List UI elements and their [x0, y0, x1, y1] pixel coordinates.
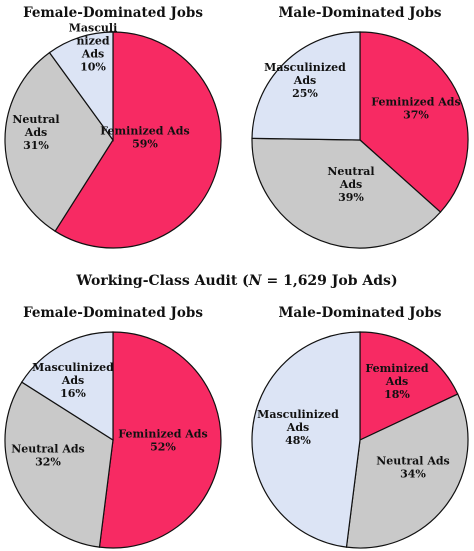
slice-label-line: Neutral Ads	[11, 443, 84, 456]
slice-label-line: Masculi	[69, 22, 118, 35]
slice-label-line: Ads	[286, 421, 309, 434]
slice-label-line: Ads	[385, 375, 408, 388]
slice-label-line: Masculinized	[264, 61, 346, 74]
slice-label-masculinized-ads: Masculinized Ads 48%	[257, 408, 339, 447]
section-title-prefix: Working-Class Audit (	[75, 273, 248, 289]
slice-label-line: Masculinized	[257, 408, 339, 421]
pie-slice-neutral-ads	[345, 393, 469, 549]
slice-label-line: 18%	[384, 388, 410, 401]
pie-slice-feminized-ads	[54, 31, 222, 249]
pie-chart-2: Male-Dominated Jobs Feminized Ads 37% Neutr…	[251, 5, 469, 249]
slice-label-line: 59%	[132, 138, 158, 151]
slice-label-line: 25%	[292, 87, 318, 100]
slice-label-line: Ads	[81, 48, 104, 61]
pie-title: Female-Dominated Jobs	[23, 5, 203, 21]
slice-label-line: 32%	[35, 456, 61, 469]
pie-slice-feminized-ads	[359, 31, 469, 213]
slice-label-masculinized-ads: Masculinized Ads 16%	[32, 361, 114, 400]
section-title: Working-Class Audit (N = 1,629 Job Ads)	[75, 273, 397, 289]
slice-label-line: Ads	[61, 374, 84, 387]
slice-label-line: Ads	[339, 178, 362, 191]
slice-label-line: 52%	[150, 441, 176, 454]
pie-title: Male-Dominated Jobs	[278, 305, 441, 321]
slice-label-feminized-ads: Feminized Ads 59%	[100, 125, 189, 151]
slice-label-masculinized-ads: Masculinized Ads 25%	[264, 61, 346, 100]
slice-label-neutral-ads: Neutral Ads 31%	[12, 113, 59, 152]
slice-label-line: Feminized Ads	[118, 428, 207, 441]
section-title-n: N	[248, 273, 263, 289]
pie-title: Male-Dominated Jobs	[278, 5, 441, 21]
slice-label-line: 34%	[400, 468, 426, 481]
pie-slice-neutral-ads	[251, 137, 442, 249]
slice-label-neutral-ads: Neutral Ads 34%	[376, 455, 449, 481]
slice-label-line: Neutral	[12, 113, 59, 126]
pie-slice-masculinized-ads	[48, 31, 114, 142]
pie-slice-neutral-ads	[4, 51, 114, 233]
slice-label-line: Ads	[24, 126, 47, 139]
slice-label-line: Feminized Ads	[100, 125, 189, 138]
pie-slice-masculinized-ads	[20, 331, 114, 442]
slice-label-neutral-ads: Neutral Ads 39%	[327, 165, 374, 204]
pie-slice-feminized-ads	[98, 331, 222, 549]
pie-title: Female-Dominated Jobs	[23, 305, 203, 321]
pie-slice-masculinized-ads	[251, 31, 361, 141]
slice-label-line: Feminized	[365, 362, 428, 375]
slice-label-line: Ads	[293, 74, 316, 87]
slice-label-feminized-ads: Feminized Ads 37%	[371, 96, 460, 122]
slice-label-line: 37%	[403, 109, 429, 122]
pie-chart-1: Female-Dominated Jobs Feminized Ads 59% Neu…	[4, 5, 222, 249]
pie-slice-masculinized-ads	[251, 331, 361, 548]
slice-label-line: 16%	[60, 387, 86, 400]
slice-label-line: 39%	[338, 191, 364, 204]
slice-label-feminized-ads: Feminized Ads 52%	[118, 428, 207, 454]
slice-label-neutral-ads: Neutral Ads 32%	[11, 443, 84, 469]
slice-label-line: Neutral Ads	[376, 455, 449, 468]
slice-label-line: 48%	[285, 434, 311, 447]
pie-chart-3: Female-Dominated Jobs Feminized Ads 52% Neu…	[4, 305, 222, 549]
pie-slice-feminized-ads	[359, 331, 459, 441]
slice-label-line: nized	[76, 35, 109, 48]
slice-label-line: 10%	[80, 61, 106, 74]
slice-label-line: 31%	[23, 139, 49, 152]
slice-label-masculinized-ads: Masculi nized Ads 10%	[69, 22, 118, 74]
slice-label-feminized-ads: Feminized Ads 18%	[365, 362, 428, 401]
section-title-suffix: = 1,629 Job Ads)	[262, 273, 398, 289]
slice-label-line: Masculinized	[32, 361, 114, 374]
slice-label-line: Feminized Ads	[371, 96, 460, 109]
slice-label-line: Neutral	[327, 165, 374, 178]
